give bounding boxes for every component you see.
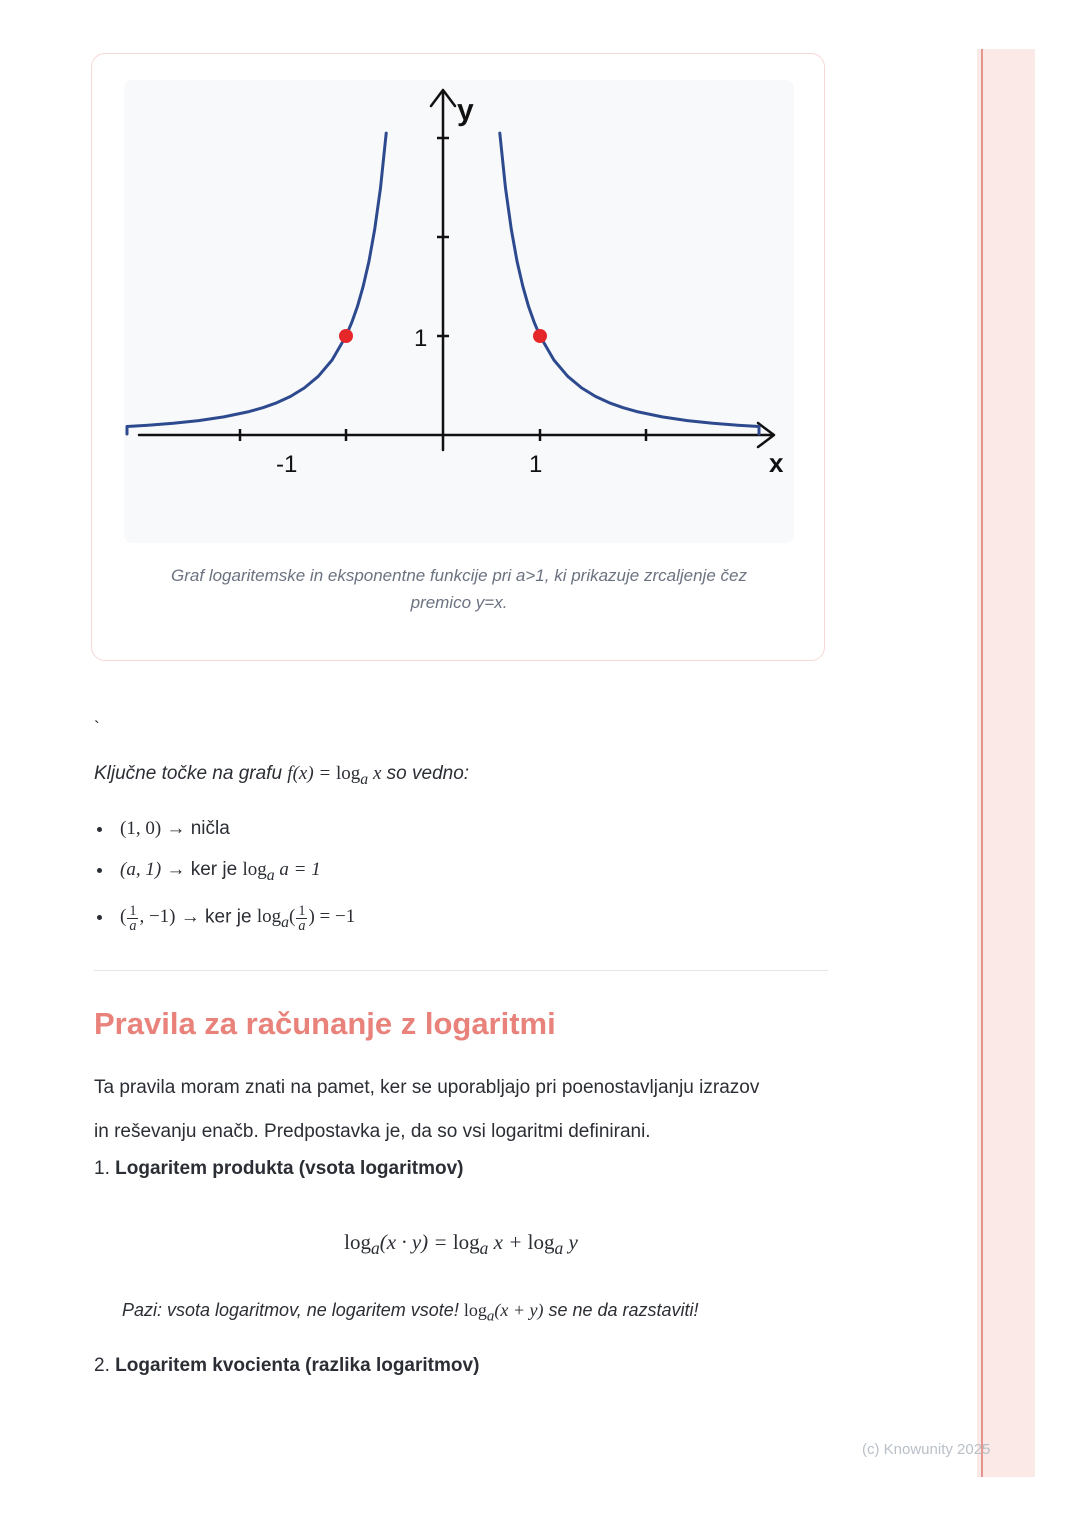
- svg-text:-1: -1: [276, 451, 297, 478]
- svg-text:1: 1: [414, 325, 427, 352]
- svg-text:1: 1: [529, 451, 542, 478]
- svg-text:y: y: [457, 94, 474, 127]
- svg-text:x: x: [769, 448, 784, 478]
